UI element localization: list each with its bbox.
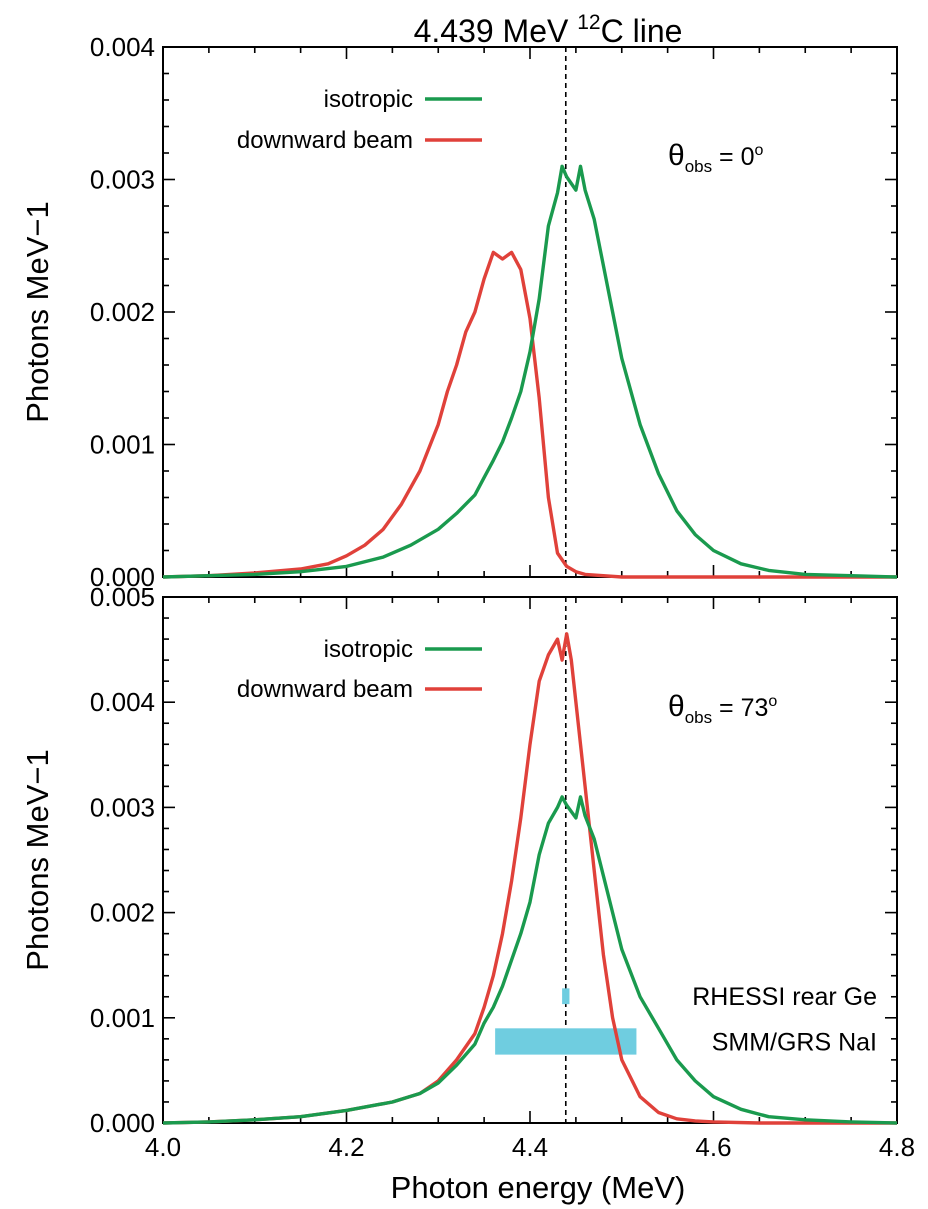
detector-resolution-bar [562,988,570,1005]
x-tick-label: 4.4 [512,1132,548,1162]
figure-title-main: 4.439 MeV [414,13,578,49]
theta-value: = 0 [712,143,754,171]
x-tick-label: 4.2 [328,1132,364,1162]
legend-label: downward beam [237,127,413,154]
y-tick-label: 0.000 [90,562,155,592]
figure-title-superscript: 12 [577,11,600,34]
theta-value: = 73 [712,694,768,722]
y-tick-label: 0.004 [90,32,155,62]
y-tick-label: 0.004 [90,687,155,717]
theta-symbol: θ [668,139,685,172]
figure-title: 4.439 MeV 12C line [414,11,683,49]
y-tick-label: 0.003 [90,792,155,822]
x-tick-label: 4.8 [879,1132,915,1162]
y-tick-label: 0.001 [90,1003,155,1033]
x-tick-label: 4.0 [145,1132,181,1162]
y-axis-title: Photons MeV−1 [20,201,55,422]
figure-title-end: C line [601,13,683,49]
detector-resolution-bar [495,1028,637,1055]
detector-label: RHESSI rear Ge [692,983,877,1011]
y-tick-label: 0.002 [90,898,155,928]
detector-label: SMM/GRS NaI [712,1028,877,1056]
isotropic-curve [162,795,898,1125]
isotropic-curve [162,164,898,579]
legend-label: downward beam [237,676,413,703]
top-panel: 0.000 0.001 0.002 0.003 0.004 Photons MeV−1 is… [20,32,898,592]
theta-subscript: obs [685,157,712,176]
downward-beam-curve [162,250,897,579]
theta-symbol: θ [668,690,685,723]
y-tick-label: 0.000 [90,1108,155,1138]
bottom-panel: 4.0 4.2 4.4 4.6 4.8 0.000 0.001 0.002 0.003 0.004… [20,582,915,1162]
observation-angle-label: θobs = 73o [668,690,777,727]
x-axis-title: Photon energy (MeV) [391,1170,686,1205]
y-tick-label: 0.003 [90,165,155,195]
y-tick-label: 0.001 [90,430,155,460]
y-axis-title: Photons MeV−1 [20,749,55,970]
observation-angle-label: θobs = 0o [668,139,764,176]
legend-label: isotropic [324,636,413,663]
degree-superscript: o [768,693,777,710]
x-tick-label: 4.6 [695,1132,731,1162]
y-tick-label: 0.002 [90,297,155,327]
y-tick-label: 0.005 [90,582,155,612]
degree-superscript: o [755,142,764,159]
legend-label: isotropic [324,86,413,113]
theta-subscript: obs [685,708,712,727]
